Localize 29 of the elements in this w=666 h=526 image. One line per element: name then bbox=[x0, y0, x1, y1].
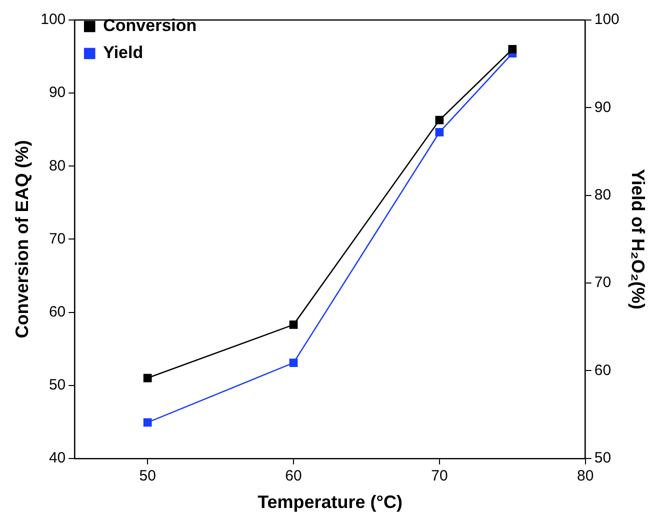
legend-label: Conversion bbox=[103, 16, 197, 36]
y-tick-label: 90 bbox=[48, 84, 66, 102]
y2-tick-label: 50 bbox=[594, 450, 612, 467]
y-tick-label: 100 bbox=[40, 11, 66, 28]
y-axis-title: Conversion of EAQ (%) bbox=[12, 140, 32, 338]
x-axis-title: Temperature (°C) bbox=[258, 492, 402, 512]
y2-tick-label: 80 bbox=[594, 186, 612, 204]
point bbox=[143, 418, 152, 427]
y2-tick-label: 70 bbox=[594, 274, 612, 292]
y-tick-label: 40 bbox=[48, 450, 66, 467]
x-tick-label: 80 bbox=[577, 468, 594, 485]
y2-tick-label: 60 bbox=[594, 362, 612, 379]
point bbox=[435, 116, 444, 124]
point bbox=[435, 128, 444, 136]
y2-axis-title: Yield of H₂O₂(%) bbox=[628, 169, 648, 310]
x-tick-label: 50 bbox=[139, 468, 156, 485]
x-tick-label: 60 bbox=[285, 468, 302, 485]
point bbox=[508, 45, 517, 54]
y-tick-label: 60 bbox=[48, 303, 66, 320]
y-tick-label: 50 bbox=[48, 376, 66, 394]
point bbox=[143, 374, 152, 382]
point bbox=[289, 358, 298, 368]
y2-tick-label: 90 bbox=[594, 98, 612, 116]
y2-tick-label: 100 bbox=[594, 11, 620, 28]
legend-label: Yield bbox=[103, 43, 144, 62]
y-tick-label: 70 bbox=[48, 230, 66, 248]
y-tick-label: 80 bbox=[48, 157, 66, 174]
point bbox=[289, 320, 298, 329]
x-tick-label: 70 bbox=[431, 468, 448, 485]
